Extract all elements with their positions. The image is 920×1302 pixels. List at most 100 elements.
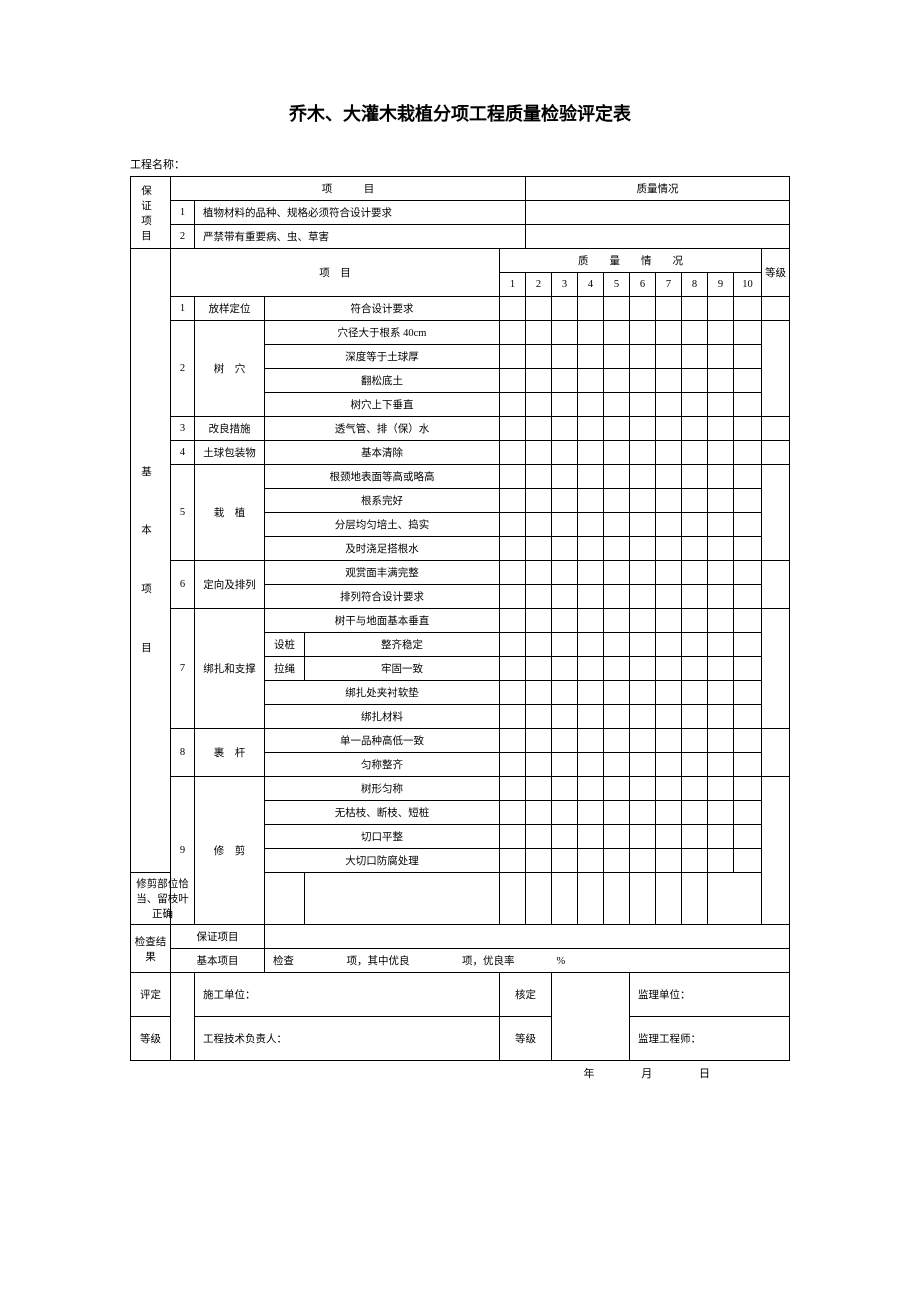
q-cell[interactable]: [630, 465, 656, 489]
q-cell[interactable]: [578, 585, 604, 609]
q-cell[interactable]: [630, 729, 656, 753]
q-cell[interactable]: [630, 585, 656, 609]
q-cell[interactable]: [552, 609, 578, 633]
q-cell[interactable]: [552, 873, 578, 925]
q-cell[interactable]: [682, 681, 708, 705]
q-cell[interactable]: [682, 561, 708, 585]
grade-cell[interactable]: [762, 777, 790, 925]
q-cell[interactable]: [578, 777, 604, 801]
q-cell[interactable]: [656, 705, 682, 729]
q-cell[interactable]: [708, 585, 734, 609]
q-cell[interactable]: [526, 729, 552, 753]
q-cell[interactable]: [500, 297, 526, 321]
q-cell[interactable]: [630, 825, 656, 849]
q-cell[interactable]: [682, 465, 708, 489]
q-cell[interactable]: [552, 369, 578, 393]
q-cell[interactable]: [708, 297, 734, 321]
q-cell[interactable]: [604, 633, 630, 657]
q-cell[interactable]: [500, 705, 526, 729]
q-cell[interactable]: [552, 585, 578, 609]
guarantee-quality-1[interactable]: [526, 201, 790, 225]
q-cell[interactable]: [734, 513, 762, 537]
q-cell[interactable]: [526, 777, 552, 801]
q-cell[interactable]: [656, 681, 682, 705]
q-cell[interactable]: [656, 849, 682, 873]
grade-cell[interactable]: [762, 417, 790, 441]
q-cell[interactable]: [734, 417, 762, 441]
q-cell[interactable]: [708, 345, 734, 369]
q-cell[interactable]: [526, 705, 552, 729]
q-cell[interactable]: [500, 537, 526, 561]
q-cell[interactable]: [734, 441, 762, 465]
q-cell[interactable]: [682, 873, 708, 925]
q-cell[interactable]: [500, 321, 526, 345]
q-cell[interactable]: [708, 561, 734, 585]
q-cell[interactable]: [500, 441, 526, 465]
q-cell[interactable]: [578, 489, 604, 513]
q-cell[interactable]: [604, 489, 630, 513]
q-cell[interactable]: [500, 465, 526, 489]
q-cell[interactable]: [526, 849, 552, 873]
q-cell[interactable]: [656, 777, 682, 801]
q-cell[interactable]: [656, 513, 682, 537]
q-cell[interactable]: [578, 417, 604, 441]
q-cell[interactable]: [552, 705, 578, 729]
q-cell[interactable]: [682, 825, 708, 849]
q-cell[interactable]: [578, 705, 604, 729]
q-cell[interactable]: [630, 489, 656, 513]
q-cell[interactable]: [630, 393, 656, 417]
q-cell[interactable]: [500, 729, 526, 753]
q-cell[interactable]: [682, 441, 708, 465]
q-cell[interactable]: [682, 321, 708, 345]
q-cell[interactable]: [604, 297, 630, 321]
q-cell[interactable]: [578, 657, 604, 681]
q-cell[interactable]: [526, 297, 552, 321]
q-cell[interactable]: [578, 297, 604, 321]
q-cell[interactable]: [734, 489, 762, 513]
q-cell[interactable]: [552, 753, 578, 777]
q-cell[interactable]: [656, 297, 682, 321]
q-cell[interactable]: [526, 489, 552, 513]
q-cell[interactable]: [578, 825, 604, 849]
grade-cell[interactable]: [762, 561, 790, 609]
q-cell[interactable]: [552, 345, 578, 369]
q-cell[interactable]: [552, 681, 578, 705]
q-cell[interactable]: [734, 681, 762, 705]
q-cell[interactable]: [656, 753, 682, 777]
q-cell[interactable]: [578, 849, 604, 873]
q-cell[interactable]: [526, 585, 552, 609]
q-cell[interactable]: [656, 393, 682, 417]
q-cell[interactable]: [500, 369, 526, 393]
q-cell[interactable]: [734, 705, 762, 729]
q-cell[interactable]: [708, 537, 734, 561]
q-cell[interactable]: [630, 801, 656, 825]
q-cell[interactable]: [656, 537, 682, 561]
q-cell[interactable]: [708, 849, 734, 873]
q-cell[interactable]: [526, 393, 552, 417]
q-cell[interactable]: [656, 825, 682, 849]
q-cell[interactable]: [265, 873, 305, 925]
q-cell[interactable]: [604, 465, 630, 489]
q-cell[interactable]: [656, 441, 682, 465]
q-cell[interactable]: [630, 681, 656, 705]
q-cell[interactable]: [708, 633, 734, 657]
q-cell[interactable]: [604, 777, 630, 801]
q-cell[interactable]: [500, 609, 526, 633]
q-cell[interactable]: [682, 657, 708, 681]
q-cell[interactable]: [682, 753, 708, 777]
q-cell[interactable]: [734, 777, 762, 801]
q-cell[interactable]: [552, 489, 578, 513]
q-cell[interactable]: [656, 633, 682, 657]
q-cell[interactable]: [604, 321, 630, 345]
q-cell[interactable]: [630, 513, 656, 537]
q-cell[interactable]: [578, 537, 604, 561]
guarantee-quality-2[interactable]: [526, 225, 790, 249]
q-cell[interactable]: [682, 537, 708, 561]
q-cell[interactable]: [578, 369, 604, 393]
q-cell[interactable]: [604, 753, 630, 777]
q-cell[interactable]: [500, 681, 526, 705]
q-cell[interactable]: [656, 417, 682, 441]
grade-cell[interactable]: [762, 729, 790, 777]
q-cell[interactable]: [526, 801, 552, 825]
q-cell[interactable]: [500, 633, 526, 657]
